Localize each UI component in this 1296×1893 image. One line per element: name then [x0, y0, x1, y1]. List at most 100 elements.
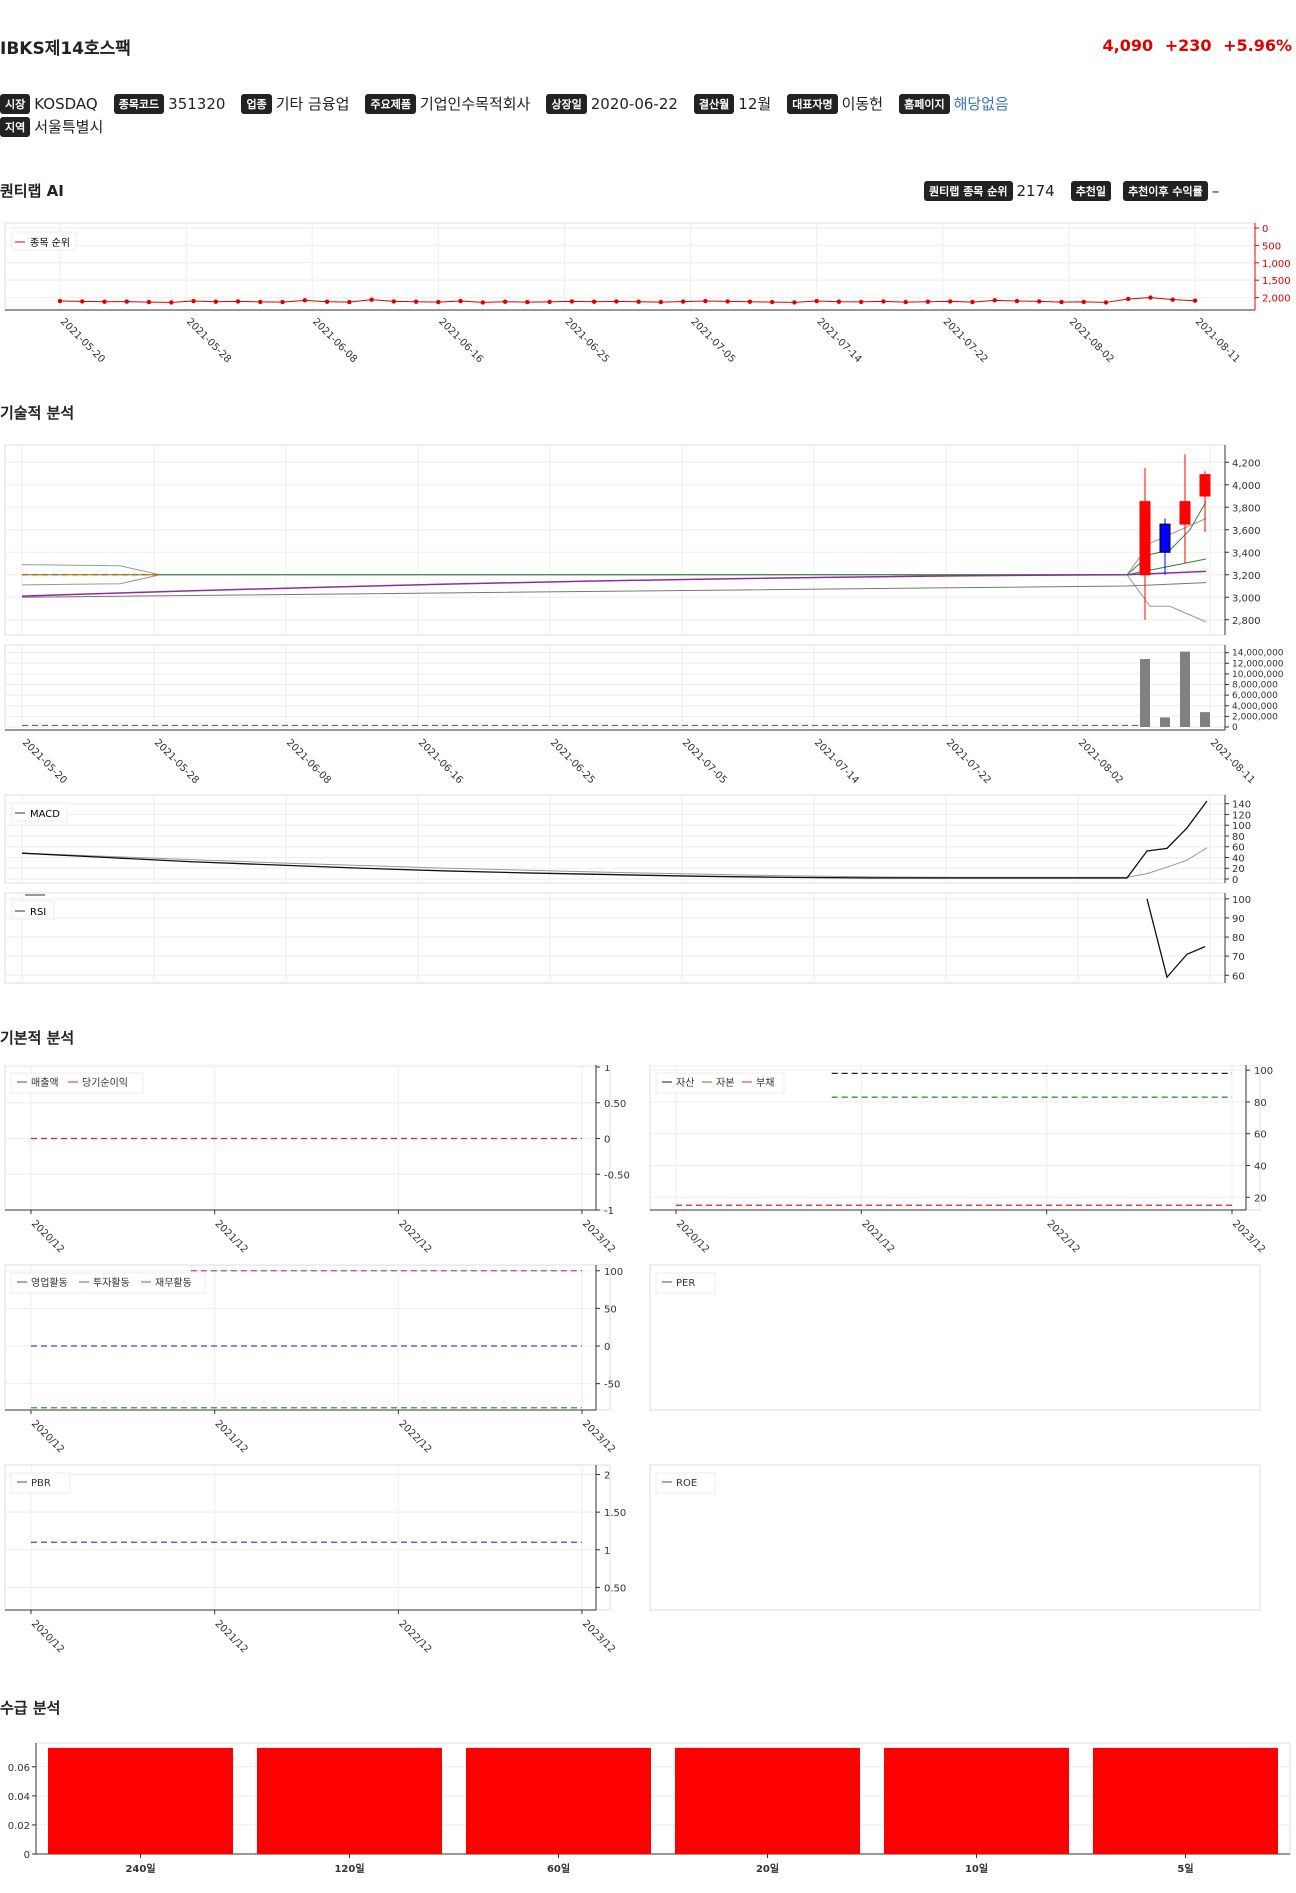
- supply-x-tick: 20일: [756, 1862, 779, 1875]
- candle-body: [1199, 474, 1211, 497]
- rank-x-tick: 2021-08-11: [1193, 316, 1242, 365]
- y-tick: 50: [604, 1304, 617, 1315]
- price-y-tick: 3,800: [1232, 503, 1261, 514]
- supply-bar: [884, 1747, 1069, 1854]
- code-value: 351320: [168, 94, 226, 113]
- candle-body: [1159, 523, 1171, 553]
- legend-label: 부채: [756, 1077, 774, 1089]
- x-tick: 2021-06-08: [284, 737, 333, 786]
- x-tick: 2023/12: [580, 1418, 617, 1455]
- supply-y-tick: 0: [24, 1850, 30, 1861]
- legend-label: 영업활동: [31, 1276, 68, 1289]
- y-tick: 40: [1254, 1162, 1267, 1173]
- listing-value: 2020-06-22: [590, 94, 678, 113]
- y-tick: -0.50: [604, 1170, 630, 1181]
- x-tick: 2021/12: [213, 1618, 250, 1655]
- rank-badge: 퀀티랩 종목 순위: [924, 181, 1013, 201]
- rank-x-tick: 2021-05-20: [58, 316, 107, 365]
- macd-y-tick: 140: [1232, 800, 1251, 811]
- legend-box: [655, 1072, 785, 1094]
- volume-bar: [1160, 717, 1170, 727]
- industry-value: 기타 금융업: [275, 95, 350, 113]
- vol-y-tick: 10,000,000: [1232, 670, 1284, 680]
- y-tick: 0: [604, 1135, 610, 1146]
- sales-chart: 2020/12 2021/12 2022/12 2023/12-1 -0.50 0 0.50…: [4, 1065, 630, 1255]
- supply-x-tick: 240일: [125, 1862, 155, 1875]
- legend-label: PBR: [31, 1478, 51, 1489]
- macd-y-tick: 120: [1232, 810, 1251, 821]
- price-change-pct: +5.96%: [1223, 36, 1292, 55]
- stock-name: IBKS제14호스팩: [0, 39, 131, 59]
- fiscal-badge: 결산월: [693, 93, 735, 114]
- x-tick: 2021/12: [213, 1418, 250, 1455]
- macd-signal-line: [21, 847, 1208, 878]
- rsi-legend: RSI: [30, 907, 46, 918]
- x-tick: 2021-05-28: [152, 737, 201, 786]
- price-y-tick: 4,000: [1232, 481, 1261, 492]
- rank-x-tick: 2021-07-14: [815, 316, 864, 365]
- price-change: +230: [1164, 36, 1212, 55]
- supply-x-tick: 5일: [1177, 1862, 1193, 1875]
- y-tick: 0.50: [604, 1099, 626, 1110]
- legend-box: [10, 1272, 206, 1294]
- listing-badge: 상장일: [546, 93, 587, 114]
- price-y-tick: 3,000: [1232, 593, 1261, 604]
- supply-x-tick: 60일: [547, 1862, 570, 1875]
- y-tick: 1.50: [604, 1508, 626, 1519]
- legend-box: [10, 1472, 71, 1494]
- supply-bar: [1093, 1747, 1278, 1854]
- supply-y-tick: 0.04: [8, 1792, 30, 1803]
- x-tick: 2023/12: [580, 1218, 617, 1255]
- legend-label: 자본: [716, 1077, 734, 1089]
- x-tick: 2021-07-05: [680, 737, 729, 786]
- x-tick: 2021-08-11: [1208, 737, 1257, 786]
- supply-chart: 0 0.02 0.04 0.06 240일 120일 60일 20일 10일 5일: [8, 1742, 1291, 1875]
- y-tick: -1: [604, 1206, 614, 1217]
- supply-title: 수급 분석: [0, 1699, 61, 1717]
- rank-point: [57, 298, 63, 304]
- return-value: –: [1211, 182, 1220, 200]
- quantlab-title: 퀀티랩 AI: [0, 182, 64, 200]
- return-badge: 추천이후 수익률: [1123, 181, 1208, 201]
- x-tick: 2022/12: [396, 1618, 433, 1655]
- fundamental-charts: 2020/12 2021/12 2022/12 2023/12-1-0.5000.50…: [4, 1065, 1273, 1655]
- rsi-y-tick: 80: [1232, 933, 1245, 944]
- code-badge: 종목코드: [113, 93, 165, 114]
- x-tick: 2023/12: [1230, 1218, 1267, 1255]
- y-tick: 1: [604, 1065, 610, 1074]
- x-tick: 2022/12: [396, 1218, 433, 1255]
- macd-y-tick: 20: [1232, 864, 1245, 875]
- y-tick: 0: [604, 1342, 610, 1353]
- x-tick: 2020/12: [674, 1218, 711, 1255]
- price-y-tick: 3,600: [1232, 526, 1261, 537]
- fiscal-value: 12월: [738, 95, 772, 113]
- rank-x-tick: 2021-06-08: [310, 316, 359, 365]
- rank-x-tick: 2021-06-25: [562, 316, 611, 365]
- technical-title: 기술적 분석: [0, 404, 75, 422]
- vol-y-tick: 0: [1232, 723, 1238, 733]
- macd-y-tick: 80: [1232, 832, 1245, 843]
- x-tick: 2021-05-20: [20, 737, 69, 786]
- macd-legend: MACD: [30, 809, 60, 820]
- rank-x-tick: 2021-08-02: [1067, 316, 1116, 365]
- x-tick: 2021-06-25: [548, 737, 597, 786]
- x-tick: 2023/12: [580, 1618, 617, 1655]
- price-y-tick: 3,400: [1232, 548, 1261, 559]
- volume-bar: [1140, 659, 1150, 727]
- rank-x-tick: 2021-06-16: [436, 316, 485, 365]
- candle-body: [1139, 501, 1151, 576]
- rank-x-tick: 2021-07-22: [941, 316, 990, 365]
- quantlab-stats: 퀀티랩 종목 순위 2174 추천일 추천이후 수익률 –: [924, 181, 1219, 201]
- market-value: KOSDAQ: [34, 94, 98, 113]
- macd-y-tick: 100: [1232, 821, 1251, 832]
- vol-y-tick: 14,000,000: [1232, 649, 1284, 659]
- legend-label: 당기순이익: [82, 1077, 128, 1089]
- pbr-chart: 2020/12 2021/12 2022/12 2023/12 0.50 1 1.50 2 PB…: [4, 1464, 626, 1655]
- vol-y-tick: 4,000,000: [1232, 702, 1278, 712]
- price-block: 4,090 +230 +5.96%: [1097, 36, 1293, 55]
- info-row-1: 시장 KOSDAQ 종목코드 351320 업종 기타 금융업 주요제품 기업인…: [0, 93, 1025, 114]
- rank-y-tick: 2,000: [1262, 294, 1291, 305]
- homepage-link[interactable]: 해당없음: [953, 95, 1009, 113]
- rsi-y-tick: 70: [1232, 952, 1245, 963]
- legend-label: 매출액: [31, 1077, 59, 1089]
